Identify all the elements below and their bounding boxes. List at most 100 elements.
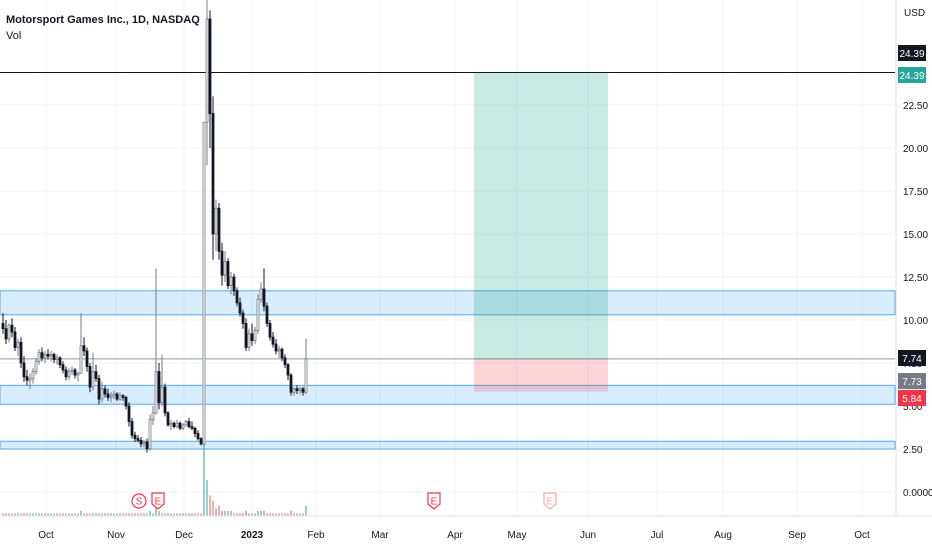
volume-bar bbox=[281, 513, 283, 516]
volume-bar bbox=[254, 513, 256, 516]
volume-bar bbox=[17, 513, 19, 516]
volume-bar bbox=[251, 513, 253, 516]
volume-bar bbox=[266, 513, 268, 516]
candle-body bbox=[94, 371, 98, 379]
candle-body bbox=[7, 324, 11, 340]
volume-bar bbox=[245, 510, 247, 516]
candle-body bbox=[205, 18, 209, 123]
volume-bar bbox=[206, 480, 208, 516]
long-position-tool[interactable] bbox=[474, 72, 608, 392]
candle-body bbox=[64, 369, 68, 378]
event-label: E bbox=[547, 497, 554, 508]
volume-bar bbox=[221, 510, 223, 516]
candle-body bbox=[301, 388, 305, 393]
candle-body bbox=[196, 433, 200, 440]
volume-bar bbox=[65, 513, 67, 516]
candle-body bbox=[238, 302, 242, 314]
candle-body bbox=[172, 422, 176, 428]
volume-bar bbox=[302, 513, 304, 516]
candle-body bbox=[283, 357, 287, 366]
candle-body bbox=[73, 369, 77, 376]
volume-bar bbox=[119, 513, 121, 516]
candle-body bbox=[190, 426, 194, 429]
volume-bar bbox=[215, 508, 217, 516]
horizontal-lines[interactable] bbox=[0, 71, 895, 360]
price-tick-label: 15.00 bbox=[903, 230, 928, 241]
candle-body bbox=[178, 422, 182, 429]
volume-legend-label[interactable]: Vol bbox=[6, 30, 22, 42]
candle-body bbox=[259, 288, 263, 300]
volume-bar bbox=[59, 513, 61, 516]
volume-bar bbox=[230, 510, 232, 516]
volume-bar bbox=[113, 513, 115, 516]
candle-body bbox=[277, 348, 281, 352]
loss-zone bbox=[474, 358, 608, 392]
profit-zone bbox=[474, 72, 608, 359]
candle-body bbox=[25, 376, 29, 381]
candle-body bbox=[280, 348, 284, 359]
volume-bar bbox=[212, 500, 214, 516]
volume-bar bbox=[146, 513, 148, 516]
candle-body bbox=[151, 412, 155, 421]
candle-body bbox=[115, 393, 119, 400]
volume-bar bbox=[149, 510, 151, 516]
time-tick-label: Oct bbox=[38, 530, 54, 541]
volume-bar bbox=[86, 513, 88, 516]
symbol-title[interactable]: Motorsport Games Inc., 1D, NASDAQ bbox=[6, 14, 200, 26]
volume-bar bbox=[107, 513, 109, 516]
volume-bar bbox=[242, 513, 244, 516]
volume-bar bbox=[110, 513, 112, 516]
candle-body bbox=[271, 336, 275, 345]
candle-body bbox=[289, 374, 293, 393]
volume-bar bbox=[44, 513, 46, 516]
volume-bar bbox=[122, 513, 124, 516]
event-label: S bbox=[136, 497, 143, 508]
volume-bar bbox=[95, 513, 97, 516]
price-tag-label: 24.39 bbox=[899, 49, 924, 60]
candle-body bbox=[223, 261, 227, 276]
candle-body bbox=[187, 421, 191, 428]
volume-bar bbox=[239, 513, 241, 516]
candle-body bbox=[106, 393, 110, 398]
volume-bar bbox=[284, 513, 286, 516]
volume-bar bbox=[128, 513, 130, 516]
candle-body bbox=[253, 329, 257, 342]
candle-body bbox=[220, 250, 224, 276]
volume-bar bbox=[269, 513, 271, 516]
candlesticks bbox=[1, 0, 308, 453]
candle-body bbox=[31, 371, 35, 379]
candle-body bbox=[127, 405, 131, 422]
volume-bar bbox=[179, 513, 181, 516]
volume-bar bbox=[140, 513, 142, 516]
price-tag-label: 7.74 bbox=[902, 354, 922, 365]
volume-bar bbox=[77, 513, 79, 516]
volume-bar bbox=[38, 513, 40, 516]
candle-body bbox=[256, 298, 260, 331]
candle-body bbox=[70, 369, 74, 373]
time-axis[interactable]: Oct Nov Dec 2023 Feb Mar Apr May Jun Jul Aug Sep Oct bbox=[0, 515, 932, 541]
volume-bar bbox=[98, 513, 100, 516]
volume-bar bbox=[218, 505, 220, 516]
candle-body bbox=[247, 333, 251, 348]
volume-bar bbox=[47, 513, 49, 516]
candle-body bbox=[163, 386, 167, 414]
candle-body bbox=[181, 424, 185, 429]
volume-bar bbox=[176, 513, 178, 516]
price-tag-label: 24.39 bbox=[899, 71, 924, 82]
candle-body bbox=[1, 323, 5, 330]
time-tick-label: Nov bbox=[107, 530, 125, 541]
candle-body bbox=[40, 352, 44, 359]
candle-body bbox=[244, 323, 248, 348]
time-tick-label: May bbox=[508, 530, 527, 541]
price-tick-label: 10.00 bbox=[903, 316, 928, 327]
split-event-icon bbox=[131, 493, 147, 509]
candle-body bbox=[22, 362, 26, 378]
volume-bar bbox=[263, 510, 265, 516]
price-tag bbox=[898, 67, 926, 83]
candle-body bbox=[160, 386, 164, 403]
volume-bar bbox=[296, 513, 298, 516]
volume-bar bbox=[2, 513, 4, 516]
candle-body bbox=[79, 345, 83, 374]
